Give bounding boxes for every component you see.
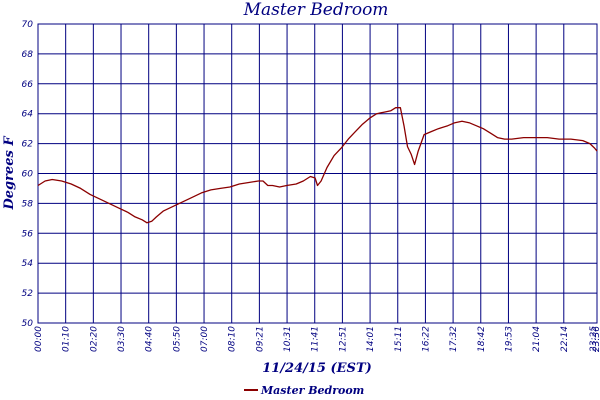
y-tick-label: 58	[22, 199, 34, 209]
x-tick-label: 23:36	[592, 326, 600, 352]
x-tick-label: 14:01	[366, 326, 376, 352]
x-axis-label: 11/24/15 (EST)	[262, 361, 372, 376]
x-tick-label: 17:32	[449, 326, 459, 352]
x-tick-label: 03:30	[117, 326, 127, 352]
x-tick-label: 16:22	[421, 326, 431, 352]
x-tick-label: 10:31	[283, 326, 293, 352]
x-tick-label: 15:11	[394, 326, 404, 352]
y-axis-label: Degrees F	[2, 136, 17, 211]
legend: Master Bedroom	[244, 384, 364, 397]
y-tick-label: 68	[22, 50, 34, 60]
y-tick-label: 64	[22, 110, 34, 120]
x-tick-label: 04:40	[145, 326, 155, 352]
x-tick-label: 08:10	[228, 326, 238, 352]
x-tick-label: 09:21	[255, 326, 265, 352]
x-tick-label: 19:53	[504, 326, 514, 352]
series-line-master-bedroom	[37, 107, 598, 224]
grid	[37, 23, 598, 324]
plot-area	[37, 107, 598, 224]
y-tick-label: 60	[22, 170, 34, 180]
x-tick-label: 18:42	[477, 326, 487, 352]
y-tick-label: 50	[22, 319, 34, 329]
y-tick-label: 56	[22, 229, 34, 239]
x-tick-label: 22:14	[560, 326, 570, 352]
y-axis: 50 52 54 56 58 60 62 64 66 68 70	[22, 20, 34, 329]
y-tick-label: 52	[22, 289, 34, 299]
y-tick-label: 66	[22, 80, 34, 90]
x-axis: 00:00 01:10 02:20 03:30 04:40 05:50 07:00 08:10…	[34, 326, 600, 352]
x-tick-label: 05:50	[172, 326, 182, 352]
x-tick-label: 02:20	[89, 326, 99, 352]
chart-title: Master Bedroom	[243, 0, 389, 20]
legend-label: Master Bedroom	[260, 384, 364, 397]
x-tick-label: 07:00	[200, 326, 210, 352]
y-tick-label: 62	[22, 140, 34, 150]
y-tick-label: 70	[22, 20, 34, 30]
x-tick-label: 11:41	[311, 326, 321, 352]
x-tick-label: 01:10	[62, 326, 72, 352]
x-tick-label: 21:04	[532, 326, 542, 352]
x-tick-label: 23:25	[589, 326, 599, 352]
y-tick-label: 54	[22, 259, 34, 269]
x-tick-label: 00:00	[34, 326, 44, 352]
x-tick-label: 12:51	[338, 326, 348, 352]
